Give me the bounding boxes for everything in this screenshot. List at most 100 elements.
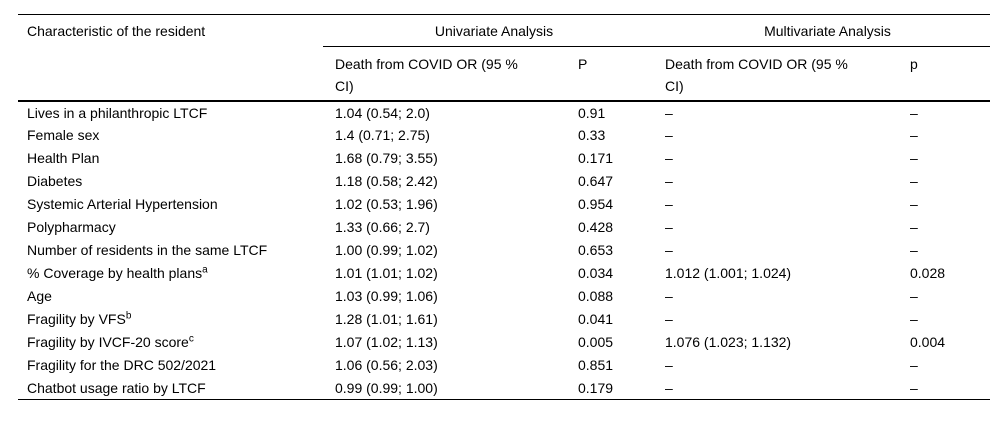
row-label: Female sex [27,126,100,143]
table-row: Number of residents in the same LTCF 1.0… [18,239,990,262]
table-row: Chatbot usage ratio by LTCF 0.99 (0.99; … [18,376,991,400]
univariate-or-value: 0.99 (0.99; 1.00) [323,376,578,400]
row-label: Number of residents in the same LTCF [27,241,268,258]
univariate-p-value: 0.041 [578,310,614,327]
multivariate-p-value: – [910,195,918,212]
table-row: % Coverage by health plansa 1.01 (1.01; … [18,262,990,285]
row-label: Diabetes [27,172,83,189]
univariate-or-value: 1.68 (0.79; 3.55) [335,149,438,166]
univariate-p-value: 0.647 [578,172,614,189]
multivariate-p-value: – [910,172,918,189]
univariate-or-value: 1.4 (0.71; 2.75) [335,126,430,143]
multivariate-or-value: – [665,376,910,400]
univariate-p-value: 0.954 [578,195,614,212]
col-header-multivariate-p: p [910,46,991,102]
multivariate-p-value: – [910,376,991,400]
row-label-superscript: a [202,263,208,275]
multivariate-p-value: – [910,126,918,143]
table-row: Polypharmacy 1.33 (0.66; 2.7) 0.428 – – [18,216,990,239]
row-label: % Coverage by health plans [27,264,203,281]
multivariate-or-value: – [665,310,673,327]
table-row: Female sex 1.4 (0.71; 2.75) 0.33 – – [18,124,990,147]
multivariate-p-value: 0.028 [910,264,946,281]
table-row: Health Plan 1.68 (0.79; 3.55) 0.171 – – [18,147,990,170]
sub-header-empty [18,46,323,102]
univariate-p-value: 0.91 [578,104,606,121]
row-label: Fragility by IVCF-20 score [27,333,189,350]
univariate-p-value: 0.088 [578,287,614,304]
characteristic-cell: Number of residents in the same LTCF [18,239,323,262]
univariate-or-value: 1.18 (0.58; 2.42) [335,172,438,189]
multivariate-or-value: – [665,218,673,235]
univariate-p-value: 0.428 [578,218,614,235]
sub-header-row: Death from COVID OR (95 % CI) P Death fr… [18,46,991,102]
group-header-multivariate: Multivariate Analysis [665,14,991,47]
characteristic-cell: Chatbot usage ratio by LTCF [18,376,323,400]
multivariate-or-value: 1.076 (1.023; 1.132) [665,333,792,350]
characteristic-cell: Age [18,285,323,308]
univariate-or-value: 1.01 (1.01; 1.02) [335,264,438,281]
univariate-or-value: 1.06 (0.56; 2.03) [335,356,438,373]
table-row: Lives in a philanthropic LTCF 1.04 (0.54… [18,101,990,124]
characteristic-cell: Fragility by IVCF-20 scorec [18,331,323,354]
table-row: Age 1.03 (0.99; 1.06) 0.088 – – [18,285,990,308]
row-label: Systemic Arterial Hypertension [27,195,218,212]
univariate-or-value: 1.00 (0.99; 1.02) [335,241,438,258]
univariate-or-value: 1.02 (0.53; 1.96) [335,195,438,212]
univariate-p-value: 0.653 [578,241,614,258]
group-header-row: Characteristic of the resident Univariat… [18,14,991,47]
characteristic-cell: Polypharmacy [18,216,323,239]
analysis-table: Characteristic of the resident Univariat… [18,14,991,400]
multivariate-or-value: – [665,104,673,121]
multivariate-or-value: – [665,195,673,212]
row-label: Chatbot usage ratio by LTCF [27,379,206,396]
univariate-p-value: 0.33 [578,126,606,143]
characteristic-cell: % Coverage by health plansa [18,262,323,285]
univariate-p-value: 0.171 [578,149,614,166]
col-header-univariate-p: P [578,46,665,102]
multivariate-or-value: – [665,126,673,143]
multivariate-p-value: – [910,310,918,327]
univariate-p-value: 0.851 [578,356,614,373]
characteristic-cell: Health Plan [18,147,323,170]
univariate-or-value: 1.07 (1.02; 1.13) [335,333,438,350]
characteristic-cell: Systemic Arterial Hypertension [18,193,323,216]
multivariate-p-value: – [910,218,918,235]
row-label-superscript: c [188,332,194,344]
table-row: Diabetes 1.18 (0.58; 2.42) 0.647 – – [18,170,990,193]
characteristic-cell: Fragility for the DRC 502/2021 [18,354,323,377]
group-header-univariate: Univariate Analysis [323,14,665,47]
characteristic-cell: Lives in a philanthropic LTCF [18,101,323,124]
row-label: Health Plan [27,149,100,166]
multivariate-p-value: – [910,104,918,121]
characteristic-cell: Diabetes [18,170,323,193]
univariate-or-value: 1.04 (0.54; 2.0) [335,104,430,121]
characteristic-cell: Female sex [18,124,323,147]
univariate-p-value: 0.005 [578,333,614,350]
multivariate-p-value: – [910,149,918,166]
multivariate-or-value: – [665,149,673,166]
multivariate-or-value: 1.012 (1.001; 1.024) [665,264,792,281]
row-label: Fragility for the DRC 502/2021 [27,356,217,373]
multivariate-or-value: – [665,356,673,373]
paper-table-page: Characteristic of the resident Univariat… [18,14,991,400]
table-row: Fragility for the DRC 502/2021 1.06 (0.5… [18,354,990,377]
table-body: Lives in a philanthropic LTCF 1.04 (0.54… [18,101,991,400]
row-label: Polypharmacy [27,218,116,235]
multivariate-p-value: – [910,287,918,304]
univariate-p-value: 0.179 [578,376,665,400]
multivariate-or-value: – [665,172,673,189]
row-label-superscript: b [125,309,132,321]
table-row: Fragility by IVCF-20 scorec 1.07 (1.02; … [18,331,990,354]
row-label: Fragility by VFS [27,310,126,327]
univariate-or-value: 1.03 (0.99; 1.06) [335,287,438,304]
table-row: Fragility by VFSb 1.28 (1.01; 1.61) 0.04… [18,308,990,331]
multivariate-or-value: – [665,287,673,304]
univariate-p-value: 0.034 [578,264,614,281]
multivariate-p-value: 0.004 [910,333,946,350]
univariate-or-value: 1.28 (1.01; 1.61) [335,310,438,327]
multivariate-p-value: – [910,241,918,258]
row-label: Age [27,287,52,304]
row-label: Lives in a philanthropic LTCF [27,104,208,121]
multivariate-p-value: – [910,356,918,373]
